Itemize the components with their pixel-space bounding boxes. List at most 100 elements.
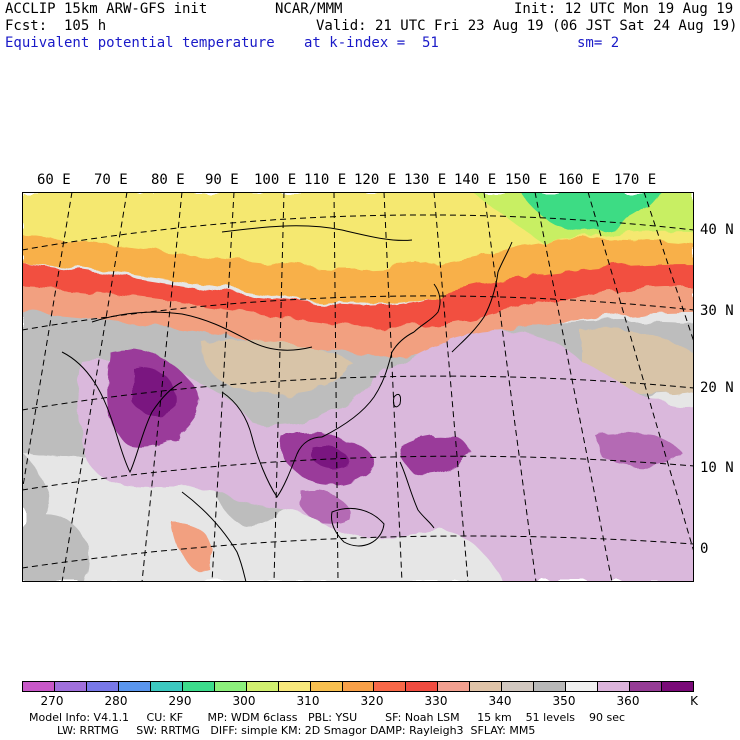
coast-china [321, 331, 415, 438]
init-time: Init: 12 UTC Mon 19 Aug 19 [514, 1, 734, 17]
meridian [333, 192, 339, 582]
model-info-line2: LW: RRTMG SW: RRTMG DIFF: simple KM: 2D … [57, 724, 536, 737]
colorbar-swatch [23, 682, 55, 691]
coast-taiwan [393, 393, 401, 408]
colorbar-swatch [214, 682, 247, 691]
theta-e-map [22, 192, 694, 582]
colorbar-swatch [534, 682, 567, 691]
colorbar-unit: K [690, 694, 698, 708]
field-lavender [78, 331, 694, 582]
field-gray [22, 515, 88, 582]
lon-label: 90 E [205, 172, 239, 188]
center-label: NCAR/MMM [275, 1, 343, 17]
field-purple [302, 491, 348, 522]
colorbar-swatch [54, 682, 87, 691]
colorbar-swatch [502, 682, 535, 691]
field-cold [522, 192, 662, 232]
lon-label: 80 E [151, 172, 185, 188]
meridian [643, 192, 694, 343]
lat-label: 0 [700, 541, 709, 557]
border-himalaya [91, 311, 313, 351]
meridian [383, 192, 403, 582]
lon-label: 150 E [505, 172, 548, 188]
lon-label: 100 E [254, 172, 297, 188]
field-tan [172, 522, 215, 573]
lon-label: 60 E [37, 172, 71, 188]
colorbar-tick: 350 [552, 694, 576, 708]
colorbar-swatch [374, 682, 407, 691]
coastlines [61, 225, 513, 582]
coast-korea [413, 283, 441, 333]
colorbar-swatch [630, 682, 663, 691]
colorbar-swatch [278, 682, 311, 691]
colorbar-tick: 330 [424, 694, 448, 708]
colorbar-swatch [470, 682, 503, 691]
lat-label: 20 N [700, 380, 734, 396]
parallel-40n [22, 214, 694, 251]
map-frame [22, 192, 694, 582]
coast-borneo [331, 508, 385, 547]
coast-philippines [399, 461, 435, 529]
field-darkpurple [312, 445, 348, 471]
colorbar-swatch [662, 682, 694, 691]
meridian [22, 192, 73, 493]
colorbar-tick: 340 [488, 694, 512, 708]
colorbar-swatch [118, 682, 151, 691]
colorbar-tick: 360 [616, 694, 640, 708]
parallel-20n [22, 375, 694, 411]
colorbar-swatch [598, 682, 631, 691]
lon-label: 170 E [614, 172, 657, 188]
coast-sumatra [181, 491, 247, 582]
colorbar-swatch [150, 682, 183, 691]
meridian [433, 192, 469, 582]
lon-label: 120 E [354, 172, 397, 188]
colorbar-tick: 320 [360, 694, 384, 708]
lon-label: 140 E [454, 172, 497, 188]
field-purple [400, 433, 472, 476]
colorbar-tick: 310 [296, 694, 320, 708]
model-title: ACCLIP 15km ARW-GFS init [5, 1, 208, 17]
meridian [141, 192, 183, 582]
colorbar-tick: 280 [104, 694, 128, 708]
colorbar-swatch [566, 682, 599, 691]
parallel-10n [22, 455, 694, 491]
meridian [483, 192, 537, 582]
coast-japan [451, 241, 513, 353]
coast-indochina [221, 391, 323, 498]
meridian [534, 192, 613, 582]
colorbar-swatch [438, 682, 471, 691]
lat-label: 30 N [700, 303, 734, 319]
field-name: Equivalent potential temperature [5, 35, 275, 51]
model-info-line1: Model Info: V4.1.1 CU: KF MP: WDM 6class… [29, 711, 626, 724]
colorbar-swatch [342, 682, 375, 691]
field-purple [592, 430, 682, 466]
meridian [587, 192, 694, 553]
lon-label: 110 E [304, 172, 347, 188]
parallel-0 [22, 535, 694, 569]
colorbar [22, 681, 694, 692]
meridian [211, 192, 235, 582]
meridian [273, 192, 285, 582]
valid-time: Valid: 21 UTC Fri 23 Aug 19 (06 JST Sat … [316, 18, 738, 34]
lon-label: 70 E [94, 172, 128, 188]
field-tan [201, 338, 352, 394]
lat-label: 40 N [700, 222, 734, 238]
lon-label: 130 E [404, 172, 447, 188]
lat-label: 10 N [700, 460, 734, 476]
border-mongolia [221, 225, 413, 241]
forecast-hour: Fcst: 105 h [5, 18, 107, 34]
field-darkpurple [132, 366, 178, 417]
colorbar-tick: 300 [232, 694, 256, 708]
field-red [22, 262, 694, 328]
colorbar-swatch [310, 682, 343, 691]
colorbar-swatch [182, 682, 215, 691]
colorbar-swatch [246, 682, 279, 691]
colorbar-swatch [86, 682, 119, 691]
level-label: at k-index = 51 [304, 35, 439, 51]
colorbar-tick: 290 [168, 694, 192, 708]
colorbar-tick: 270 [40, 694, 64, 708]
field-orange [22, 232, 694, 304]
lon-label: 160 E [558, 172, 601, 188]
smoothing-label: sm= 2 [577, 35, 620, 51]
colorbar-swatch [406, 682, 439, 691]
